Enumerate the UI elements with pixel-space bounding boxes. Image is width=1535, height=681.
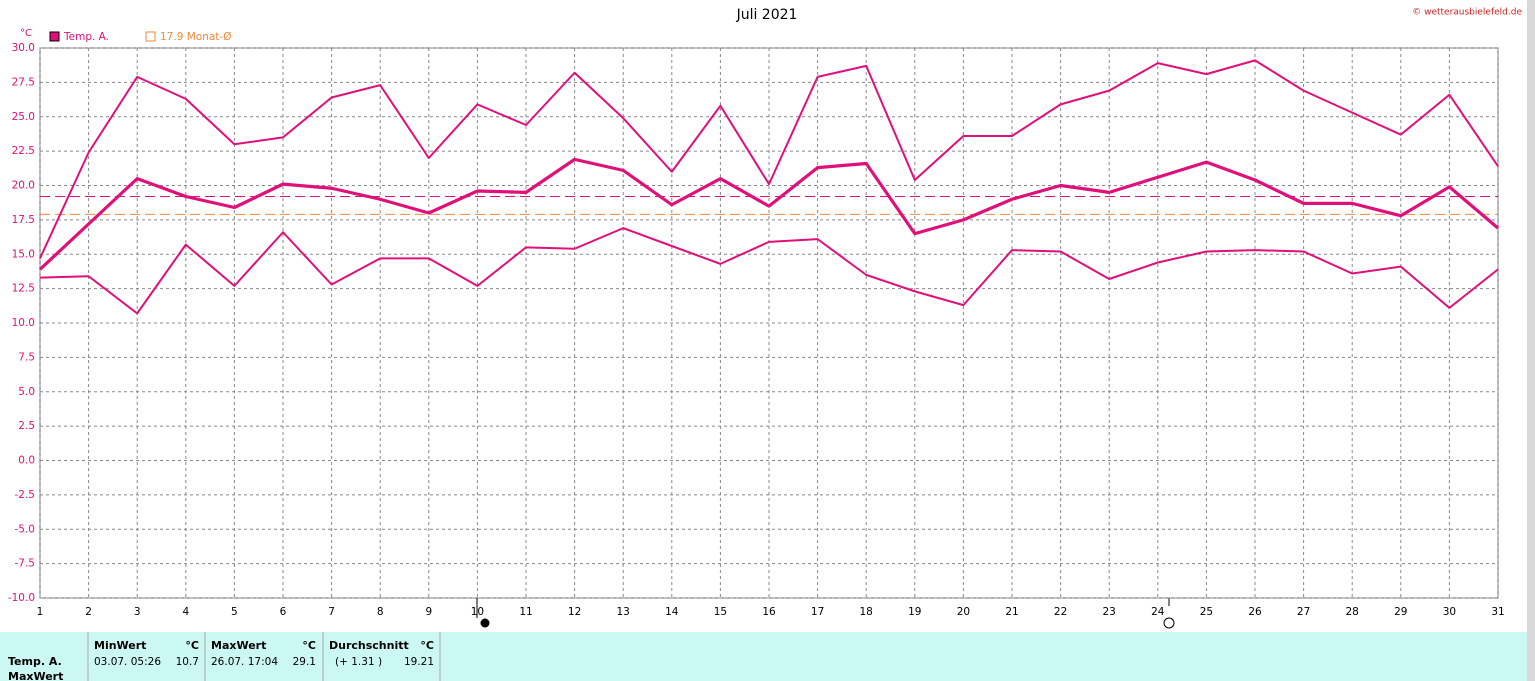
x-tick-label: 4: [182, 606, 189, 618]
x-tick-label: 25: [1200, 606, 1213, 618]
full-moon: [1163, 617, 1175, 629]
x-tick-label: 27: [1297, 606, 1310, 618]
x-tick-label: 2: [85, 606, 92, 618]
y-tick-label: 22.5: [12, 145, 35, 157]
y-tick-label: 2.5: [18, 420, 35, 432]
y-tick-label: 30.0: [12, 42, 35, 54]
data-line: [38, 157, 1500, 271]
x-tick-label: 3: [134, 606, 141, 618]
row-label: Temp. A.: [8, 655, 62, 668]
x-tick-label: 24: [1151, 606, 1165, 618]
y-tick-label: -2.5: [15, 489, 36, 501]
x-tick-label: 31: [1491, 606, 1504, 618]
x-tick-label: 17: [811, 606, 824, 618]
y-tick-label: 5.0: [18, 386, 35, 398]
x-tick-label: 29: [1394, 606, 1407, 618]
y-tick-label: 7.5: [18, 351, 35, 363]
y-tick-label: 17.5: [12, 214, 35, 226]
column-detail: (+ 1.31 ): [335, 656, 382, 668]
x-tick-label: 14: [665, 606, 679, 618]
source: © wetterausbielefeld.de: [1412, 8, 1522, 18]
x-tick-label: 13: [617, 606, 630, 618]
column-header: MinWert: [94, 639, 146, 652]
x-tick-label: 11: [519, 606, 532, 618]
column-value: 29.1: [293, 656, 316, 668]
legend-swatch: [145, 31, 156, 42]
x-tick-label: 18: [860, 606, 873, 618]
legend-swatch: [49, 31, 60, 42]
legend-label: 17.9 Monat-Ø: [160, 31, 231, 43]
x-tick-label: 21: [1005, 606, 1018, 618]
column-detail: 26.07. 17:04: [211, 656, 278, 668]
legend-label: Temp. A.: [63, 31, 109, 43]
x-tick-label: 28: [1346, 606, 1359, 618]
y-tick-label: -10.0: [8, 592, 35, 604]
x-tick-label: 5: [231, 606, 238, 618]
x-tick-label: 16: [762, 606, 776, 618]
x-tick-label: 6: [280, 606, 287, 618]
column-value: 10.7: [176, 656, 199, 668]
x-tick-label: 20: [957, 606, 970, 618]
column-unit: °C: [185, 639, 199, 652]
x-tick-label: 10: [471, 606, 484, 618]
y-tick-label: 10.0: [12, 317, 35, 329]
column-header: MaxWert: [211, 639, 266, 652]
column-unit: °C: [302, 639, 316, 652]
x-tick-label: 26: [1248, 606, 1262, 618]
stats-panel: [0, 632, 1527, 681]
y-unit: °C: [20, 28, 32, 39]
x-tick-label: 23: [1103, 606, 1116, 618]
x-tick-label: 19: [908, 606, 921, 618]
column-header: Durchschnitt: [329, 639, 409, 652]
column-value: 19.21: [404, 656, 434, 668]
y-tick-label: 25.0: [12, 111, 35, 123]
y-tick-label: 12.5: [12, 283, 35, 295]
x-tick-label: 9: [425, 606, 432, 618]
stats-table: Temp. A. MaxWert MinWert °C 03.07. 05:26 10.7…: [8, 632, 441, 681]
y-tick-label: 20.0: [12, 180, 35, 192]
y-tick-label: 15.0: [12, 248, 35, 260]
column-unit: °C: [420, 639, 434, 652]
scrollbar: [1527, 0, 1535, 681]
x-tick-label: 1: [37, 606, 44, 618]
x-tick-label: 7: [328, 606, 335, 618]
y-tick-label: -5.0: [15, 523, 36, 535]
y-tick-label: 27.5: [12, 76, 35, 88]
chart-title: Juli 2021: [736, 7, 798, 23]
data-line: [39, 59, 1499, 259]
row-label: MaxWert: [8, 670, 63, 681]
x-tick-label: 8: [377, 606, 384, 618]
x-tick-label: 12: [568, 606, 581, 618]
column-detail: 03.07. 05:26: [94, 656, 161, 668]
y-tick-label: -7.5: [15, 558, 36, 570]
data-line: [39, 227, 1499, 315]
y-tick-label: 0.0: [18, 455, 35, 467]
x-tick-label: 30: [1443, 606, 1456, 618]
x-tick-label: 15: [714, 606, 727, 618]
new-moon: [480, 618, 490, 628]
x-tick-label: 22: [1054, 606, 1067, 618]
